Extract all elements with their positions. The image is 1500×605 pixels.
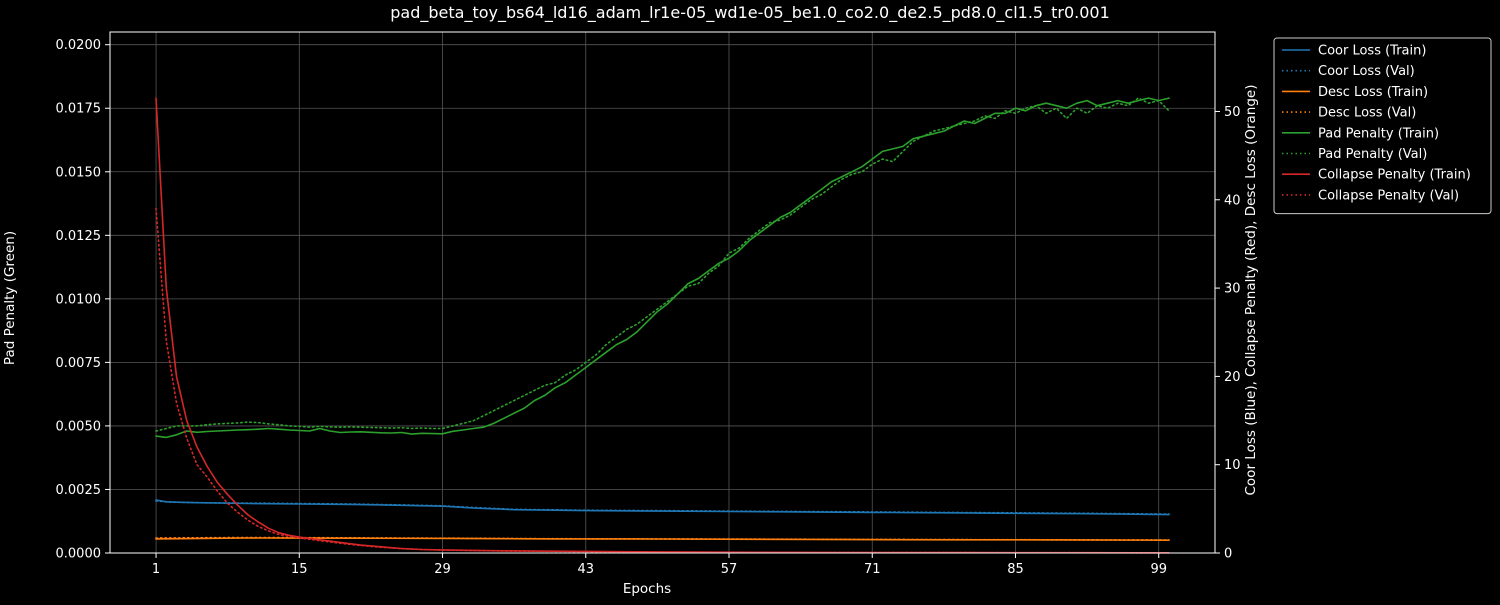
- plot-frame: [109, 31, 1216, 554]
- y-left-tick-label: 0.0075: [56, 356, 102, 371]
- series-line-collapse-penalty-val: [155, 207, 1170, 554]
- legend-box: [1273, 37, 1492, 215]
- x-tick-label: 99: [1150, 562, 1167, 577]
- y-left-tick-label: 0.0150: [56, 165, 102, 180]
- y-axis-right: 0 10 20 30 40 50: [1215, 105, 1241, 562]
- y-right-tick-label: 50: [1224, 105, 1241, 120]
- y-left-tick-label: 0.0175: [56, 102, 102, 117]
- x-tick-label: 1: [152, 562, 160, 577]
- legend-label: Coor Loss (Train): [1318, 44, 1426, 59]
- y-left-tick-label: 0.0125: [56, 229, 102, 244]
- y-right-tick-label: 0: [1224, 547, 1232, 562]
- y-left-tick-label: 0.0025: [56, 483, 102, 498]
- legend-label: Desc Loss (Train): [1318, 85, 1428, 100]
- legend-label: Coor Loss (Val): [1318, 64, 1415, 79]
- x-tick-label: 43: [577, 562, 594, 577]
- x-tick-label: 71: [864, 562, 881, 577]
- series-line-desc-loss-val: [155, 536, 1170, 541]
- y-axis-left: 0.0000 0.0025 0.0050 0.0075 0.0100 0.0125 0.01…: [56, 38, 110, 562]
- series-lines: [155, 97, 1170, 554]
- x-tick-label: 15: [291, 562, 308, 577]
- x-tick-label: 57: [721, 562, 738, 577]
- y-left-tick-label: 0.0050: [56, 419, 102, 434]
- x-axis: 1 15 29 43 57 71 85 99: [152, 553, 1167, 577]
- x-tick-label: 85: [1007, 562, 1024, 577]
- x-axis-label: Epochs: [623, 581, 671, 597]
- legend-label: Collapse Penalty (Train): [1318, 168, 1471, 183]
- y-axis-left-label: Pad Penalty (Green): [2, 231, 18, 365]
- y-axis-right-label: Coor Loss (Blue), Collapse Penalty (Red)…: [1243, 85, 1259, 496]
- y-right-tick-label: 40: [1224, 193, 1241, 208]
- series-line-collapse-penalty-train: [155, 97, 1170, 554]
- y-left-tick-label: 0.0100: [56, 292, 102, 307]
- y-left-tick-label: 0.0000: [56, 547, 102, 562]
- series-line-pad-penalty-train: [155, 97, 1170, 439]
- chart-title: pad_beta_toy_bs64_ld16_adam_lr1e-05_wd1e…: [390, 3, 1110, 23]
- legend-label: Pad Penalty (Val): [1318, 147, 1427, 162]
- series-line-coor-loss-val: [155, 500, 1170, 515]
- legend: Coor Loss (Train) Coor Loss (Val) Desc Los…: [1273, 37, 1492, 215]
- y-right-tick-label: 30: [1224, 282, 1241, 297]
- legend-label: Collapse Penalty (Val): [1318, 188, 1459, 203]
- y-left-tick-label: 0.0200: [56, 38, 102, 53]
- y-right-tick-label: 20: [1224, 370, 1241, 385]
- legend-label: Desc Loss (Val): [1318, 106, 1416, 121]
- y-right-tick-label: 10: [1224, 458, 1241, 473]
- x-tick-label: 29: [434, 562, 451, 577]
- legend-label: Pad Penalty (Train): [1318, 126, 1439, 141]
